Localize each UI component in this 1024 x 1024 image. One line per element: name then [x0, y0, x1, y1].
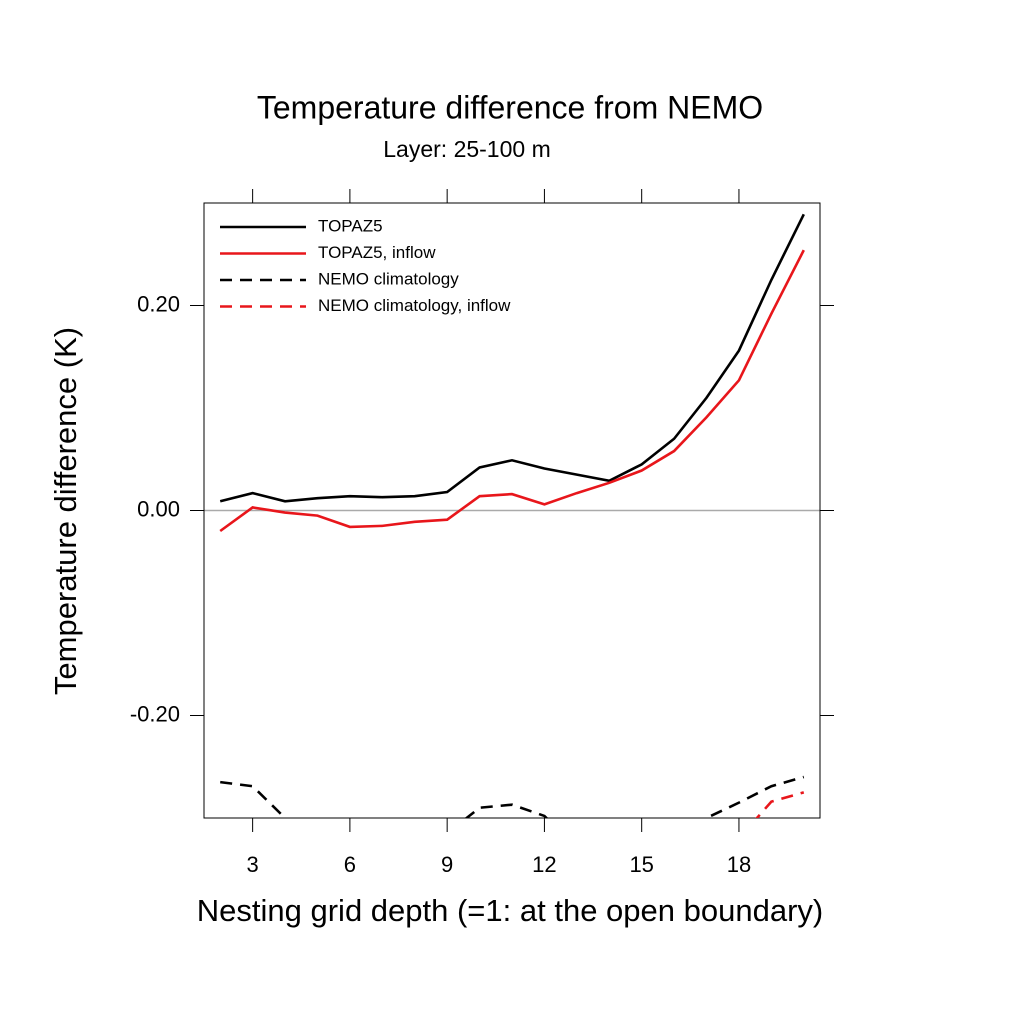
legend-label: TOPAZ5 — [318, 216, 383, 235]
x-axis-label: Nesting grid depth (=1: at the open boun… — [197, 893, 823, 928]
x-tick-label: 9 — [441, 852, 453, 877]
y-axis-label: Temperature difference (K) — [48, 327, 83, 695]
chart-subtitle: Layer: 25-100 m — [383, 136, 550, 162]
x-tick-label: 15 — [629, 852, 653, 877]
x-tick-label: 18 — [727, 852, 751, 877]
legend-label: NEMO climatology — [318, 269, 459, 288]
x-tick-label: 12 — [532, 852, 556, 877]
series-line — [220, 775, 805, 818]
y-tick-label: 0.20 — [137, 291, 180, 316]
legend-label: TOPAZ5, inflow — [318, 243, 436, 262]
series-line — [219, 249, 805, 533]
y-tick-label: -0.20 — [130, 701, 180, 726]
plot-lines — [219, 213, 805, 818]
series-line — [219, 213, 805, 503]
legend-label: NEMO climatology, inflow — [318, 296, 511, 315]
x-tick-label: 3 — [247, 852, 259, 877]
x-tick-label: 6 — [344, 852, 356, 877]
chart-title: Temperature difference from NEMO — [257, 89, 763, 125]
y-tick-label: 0.00 — [137, 496, 180, 521]
